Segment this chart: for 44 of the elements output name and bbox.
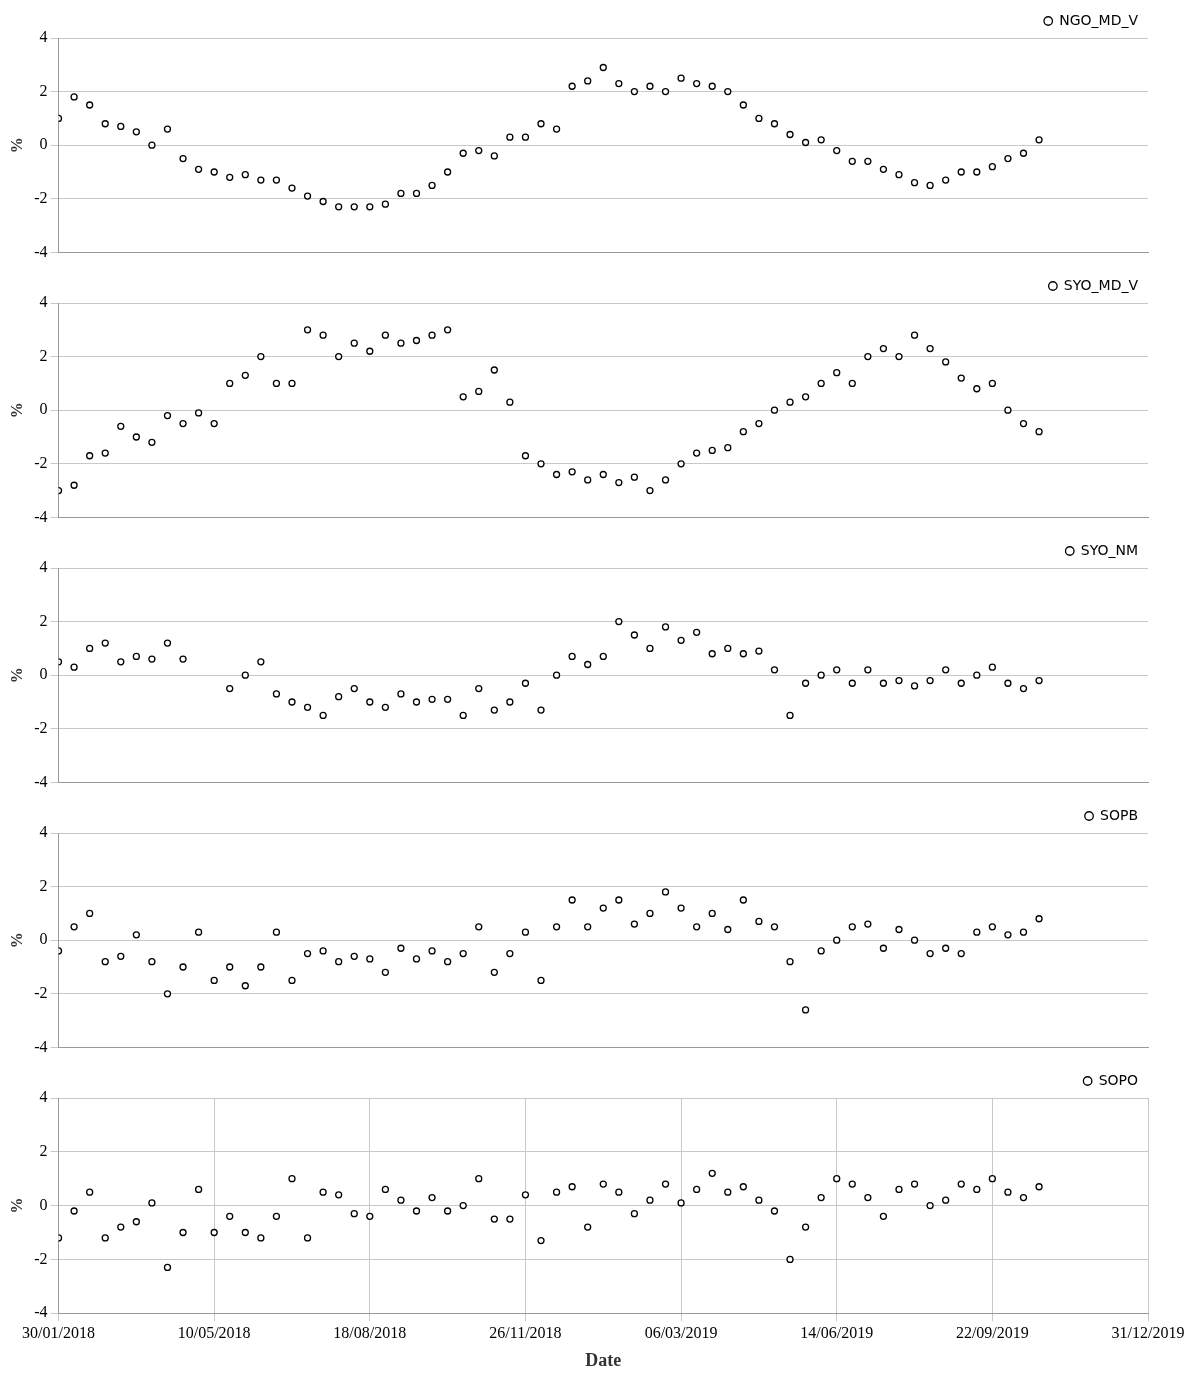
x-tick-label: 22/09/2019 (955, 1324, 1029, 1341)
x-tick-label: 26/11/2018 (489, 1324, 562, 1341)
legend-label: SYO_MD_V (1063, 276, 1139, 293)
y-tick-label: 4 (39, 293, 48, 311)
y-tick-label: 2 (39, 346, 48, 364)
x-axis-title: Date (585, 1349, 622, 1370)
y-tick-label: -2 (34, 984, 48, 1001)
y-axis-title: % (7, 402, 25, 419)
y-tick-label: 2 (39, 1142, 48, 1159)
x-tick-label: 30/01/2018 (22, 1324, 95, 1341)
legend-label: NGO_MD_V (1059, 11, 1139, 28)
y-tick-label: -4 (34, 242, 48, 260)
y-tick-label: 0 (39, 135, 48, 153)
y-tick-label: 4 (39, 558, 48, 576)
x-tick-label: 10/05/2018 (177, 1324, 251, 1341)
y-tick-label: -4 (34, 772, 48, 790)
y-tick-label: 0 (39, 1195, 48, 1213)
y-tick-label: -2 (34, 1249, 48, 1267)
y-tick-label: 4 (39, 1088, 48, 1106)
y-tick-label: 0 (39, 930, 48, 948)
legend-label: SOPB (1100, 806, 1138, 823)
x-tick-label: 14/06/2019 (800, 1324, 874, 1341)
x-tick-label: 06/03/2019 (644, 1324, 718, 1341)
y-tick-label: -4 (34, 507, 48, 525)
legend-label: SOPO (1098, 1071, 1139, 1088)
y-axis-title: % (7, 1197, 25, 1214)
y-tick-label: 0 (39, 400, 48, 418)
x-tick-label: 18/08/2018 (333, 1324, 407, 1341)
y-tick-label: 0 (39, 665, 48, 683)
y-tick-label: 2 (39, 81, 48, 99)
y-tick-label: 2 (39, 876, 48, 894)
y-tick-label: 2 (39, 611, 48, 629)
y-tick-label: -2 (34, 189, 48, 206)
y-tick-label: 4 (39, 28, 48, 46)
y-tick-label: 4 (39, 823, 48, 841)
y-axis-title: % (7, 932, 25, 949)
y-tick-label: -4 (34, 1303, 48, 1321)
x-tick-label: 31/12/2019 (1111, 1324, 1185, 1341)
y-tick-label: -4 (34, 1037, 48, 1055)
y-axis-title: % (7, 137, 25, 154)
y-axis-title: % (7, 667, 25, 684)
y-tick-label: -2 (34, 719, 48, 736)
legend-label: SYO_NM (1080, 541, 1139, 558)
y-tick-label: -2 (34, 454, 48, 471)
